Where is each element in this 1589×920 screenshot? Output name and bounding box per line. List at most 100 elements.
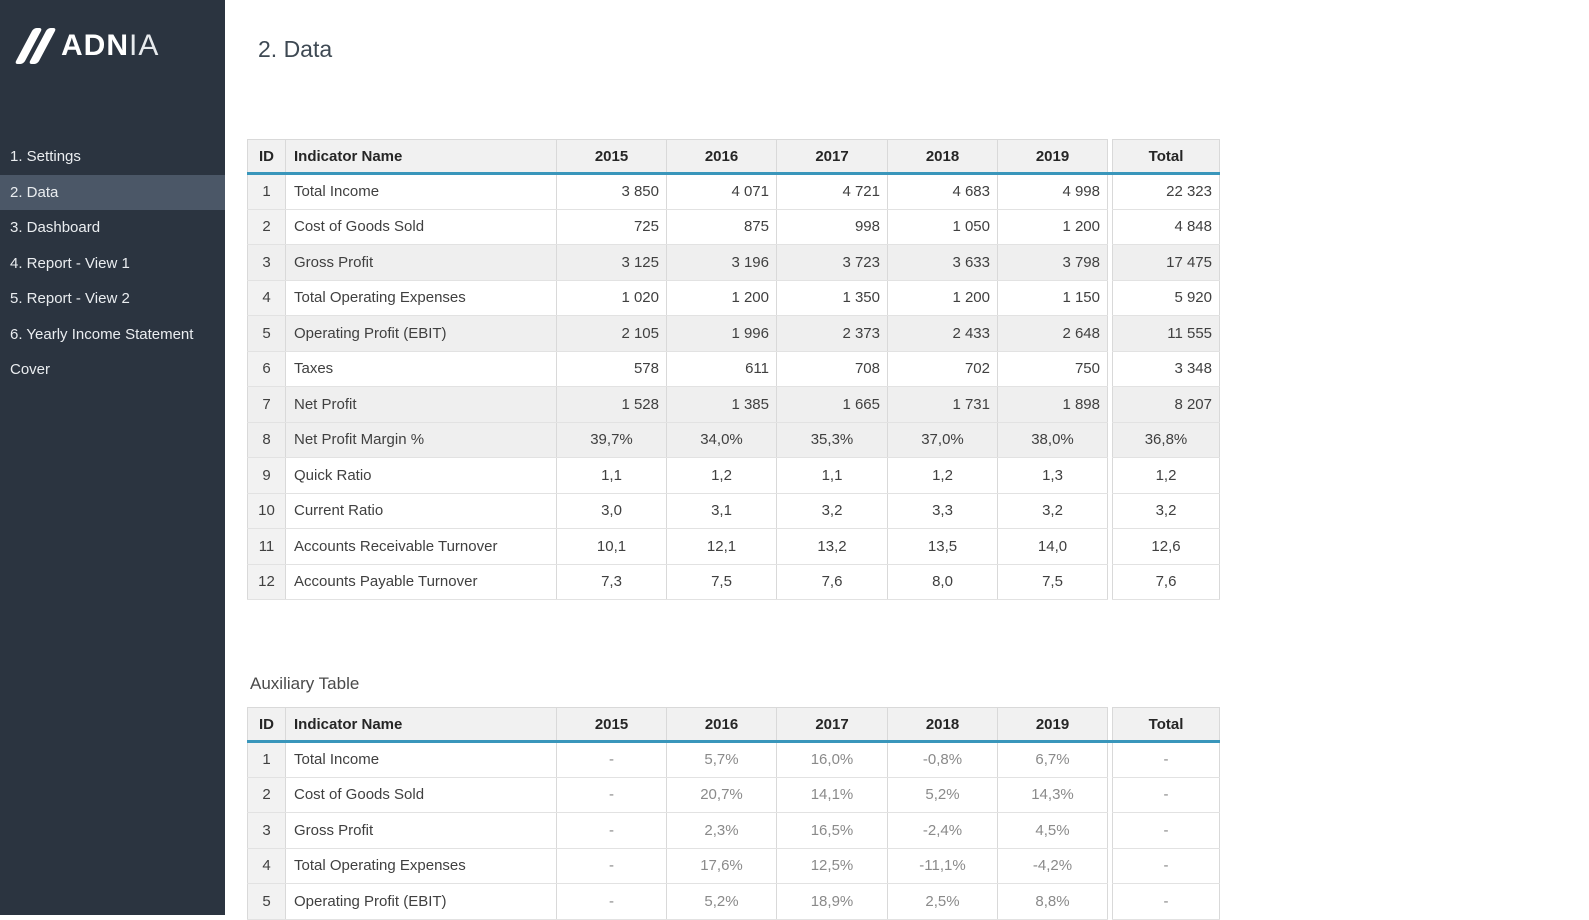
value-cell[interactable]: 4 848	[1112, 209, 1220, 245]
value-cell[interactable]: 3 850	[556, 173, 667, 210]
value-cell[interactable]: 1 200	[887, 280, 998, 316]
value-cell[interactable]: 5,2%	[887, 777, 998, 813]
value-cell[interactable]: 7,6	[776, 564, 888, 600]
value-cell[interactable]: -	[1112, 848, 1220, 884]
value-cell[interactable]: 13,5	[887, 528, 998, 565]
id-cell[interactable]: 1	[247, 173, 286, 210]
value-cell[interactable]: 725	[556, 209, 667, 245]
value-cell[interactable]: 14,0	[997, 528, 1108, 565]
value-cell[interactable]: 1 200	[997, 209, 1108, 245]
value-cell[interactable]: 1 200	[666, 280, 777, 316]
id-cell[interactable]: 12	[247, 564, 286, 600]
value-cell[interactable]: 38,0%	[997, 422, 1108, 458]
value-cell[interactable]: 12,5%	[776, 848, 888, 884]
value-cell[interactable]: 3,0	[556, 493, 667, 529]
value-cell[interactable]: 22 323	[1112, 173, 1220, 210]
value-cell[interactable]: 750	[997, 351, 1108, 387]
value-cell[interactable]: 875	[666, 209, 777, 245]
value-cell[interactable]: 3,2	[997, 493, 1108, 529]
value-cell[interactable]: -	[1112, 777, 1220, 813]
value-cell[interactable]: 1 528	[556, 386, 667, 423]
indicator-name-cell[interactable]: Total Operating Expenses	[285, 848, 557, 884]
value-cell[interactable]: -	[556, 883, 667, 920]
id-cell[interactable]: 11	[247, 528, 286, 565]
value-cell[interactable]: 1 996	[666, 315, 777, 352]
value-cell[interactable]: 2 433	[887, 315, 998, 352]
indicator-name-cell[interactable]: Total Income	[285, 741, 557, 778]
indicator-name-cell[interactable]: Gross Profit	[285, 812, 557, 849]
value-cell[interactable]: 1,3	[997, 457, 1108, 494]
value-cell[interactable]: 3 798	[997, 244, 1108, 281]
value-cell[interactable]: -	[1112, 883, 1220, 920]
value-cell[interactable]: -	[556, 741, 667, 778]
indicator-name-cell[interactable]: Gross Profit	[285, 244, 557, 281]
value-cell[interactable]: 8 207	[1112, 386, 1220, 423]
value-cell[interactable]: 36,8%	[1112, 422, 1220, 458]
value-cell[interactable]: 1,2	[887, 457, 998, 494]
value-cell[interactable]: 3 125	[556, 244, 667, 281]
value-cell[interactable]: 1,2	[1112, 457, 1220, 494]
sidebar-item-1-settings[interactable]: 1. Settings	[10, 148, 81, 165]
value-cell[interactable]: 8,0	[887, 564, 998, 600]
value-cell[interactable]: 4,5%	[997, 812, 1108, 849]
value-cell[interactable]: -	[556, 848, 667, 884]
value-cell[interactable]: -4,2%	[997, 848, 1108, 884]
value-cell[interactable]: 7,6	[1112, 564, 1220, 600]
id-cell[interactable]: 9	[247, 457, 286, 494]
value-cell[interactable]: 4 998	[997, 173, 1108, 210]
value-cell[interactable]: 578	[556, 351, 667, 387]
value-cell[interactable]: 6,7%	[997, 741, 1108, 778]
value-cell[interactable]: 14,3%	[997, 777, 1108, 813]
indicator-name-cell[interactable]: Operating Profit (EBIT)	[285, 883, 557, 920]
id-cell[interactable]: 4	[247, 848, 286, 884]
value-cell[interactable]: 5 920	[1112, 280, 1220, 316]
value-cell[interactable]: 3,1	[666, 493, 777, 529]
sidebar-item-3-dashboard[interactable]: 3. Dashboard	[10, 219, 101, 236]
value-cell[interactable]: 1 385	[666, 386, 777, 423]
value-cell[interactable]: 17 475	[1112, 244, 1220, 281]
value-cell[interactable]: 1,2	[666, 457, 777, 494]
value-cell[interactable]: 7,3	[556, 564, 667, 600]
value-cell[interactable]: 708	[776, 351, 888, 387]
value-cell[interactable]: 16,5%	[776, 812, 888, 849]
indicator-name-cell[interactable]: Total Income	[285, 173, 557, 210]
value-cell[interactable]: 17,6%	[666, 848, 777, 884]
value-cell[interactable]: 7,5	[666, 564, 777, 600]
value-cell[interactable]: -0,8%	[887, 741, 998, 778]
indicator-name-cell[interactable]: Accounts Payable Turnover	[285, 564, 557, 600]
value-cell[interactable]: 7,5	[997, 564, 1108, 600]
id-cell[interactable]: 6	[247, 351, 286, 387]
value-cell[interactable]: 611	[666, 351, 777, 387]
value-cell[interactable]: -11,1%	[887, 848, 998, 884]
id-cell[interactable]: 3	[247, 244, 286, 281]
value-cell[interactable]: 12,6	[1112, 528, 1220, 565]
id-cell[interactable]: 10	[247, 493, 286, 529]
indicator-name-cell[interactable]: Accounts Receivable Turnover	[285, 528, 557, 565]
id-cell[interactable]: 5	[247, 315, 286, 352]
value-cell[interactable]: 3,3	[887, 493, 998, 529]
value-cell[interactable]: 1 350	[776, 280, 888, 316]
sidebar-item-2-data[interactable]: 2. Data	[0, 174, 225, 210]
id-cell[interactable]: 4	[247, 280, 286, 316]
value-cell[interactable]: 3 196	[666, 244, 777, 281]
value-cell[interactable]: 3 723	[776, 244, 888, 281]
value-cell[interactable]: 2,5%	[887, 883, 998, 920]
sidebar-item-4-report-view-1[interactable]: 4. Report - View 1	[10, 254, 130, 272]
value-cell[interactable]: -	[556, 777, 667, 813]
value-cell[interactable]: 1 731	[887, 386, 998, 423]
indicator-name-cell[interactable]: Net Profit Margin %	[285, 422, 557, 458]
value-cell[interactable]: 34,0%	[666, 422, 777, 458]
value-cell[interactable]: -2,4%	[887, 812, 998, 849]
id-cell[interactable]: 8	[247, 422, 286, 458]
value-cell[interactable]: 3,2	[776, 493, 888, 529]
value-cell[interactable]: 35,3%	[776, 422, 888, 458]
value-cell[interactable]: -	[1112, 812, 1220, 849]
value-cell[interactable]: 998	[776, 209, 888, 245]
value-cell[interactable]: 2 648	[997, 315, 1108, 352]
value-cell[interactable]: 20,7%	[666, 777, 777, 813]
value-cell[interactable]: 3 348	[1112, 351, 1220, 387]
id-cell[interactable]: 5	[247, 883, 286, 920]
sidebar-item-cover[interactable]: Cover	[10, 361, 51, 378]
value-cell[interactable]: 1 020	[556, 280, 667, 316]
value-cell[interactable]: -	[1112, 741, 1220, 778]
